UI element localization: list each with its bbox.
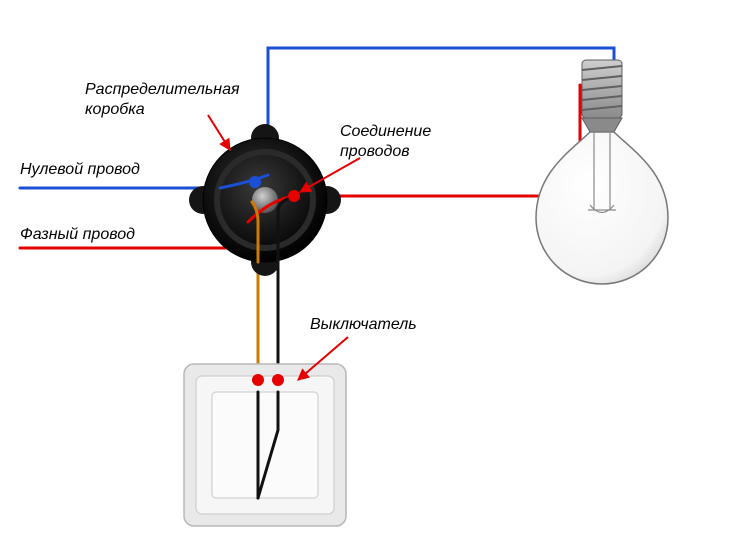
- wire-connection-pointer: [300, 158, 360, 192]
- switch-return-top: [278, 198, 290, 262]
- switch-outer-frame: [184, 364, 346, 526]
- switch-inner-frame: [196, 376, 334, 514]
- switch-rocker[interactable]: [212, 392, 318, 498]
- phase-wire-label: Фазный провод: [20, 225, 135, 245]
- neutral-node-icon: [249, 176, 261, 188]
- switch-label: Выключатель: [310, 315, 417, 335]
- phase-branch: [248, 196, 294, 222]
- bulb-glass-icon: [536, 132, 668, 284]
- bulb-base-icon: [582, 60, 622, 132]
- switch-feed-top: [252, 202, 258, 262]
- junction-box-inner-ring: [217, 152, 313, 248]
- junction-box-ears: [189, 124, 341, 276]
- bulb-filament-icon: [588, 132, 616, 213]
- phase-node-icon: [288, 190, 300, 202]
- switch-internal-right: [258, 392, 278, 498]
- switch-terminal-right-icon: [272, 374, 284, 386]
- switch-pointer: [298, 337, 348, 380]
- junction-box-label: Распределительная коробка: [85, 80, 240, 120]
- phase-out-wire: [290, 85, 580, 196]
- junction-box-pointer: [208, 115, 230, 150]
- neutral-wire-label: Нулевой провод: [20, 160, 140, 180]
- switch-terminal-left-icon: [252, 374, 264, 386]
- neutral-through: [220, 175, 268, 188]
- neutral-out-wire: [268, 48, 614, 175]
- wire-connection-label: Соединение проводов: [340, 122, 431, 162]
- junction-box-body: [203, 138, 327, 262]
- junction-box-screw: [252, 187, 278, 213]
